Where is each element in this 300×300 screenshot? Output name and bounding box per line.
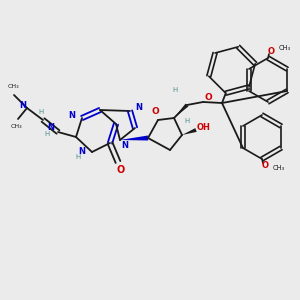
Text: CH₃: CH₃ (273, 165, 285, 171)
Text: CH₃: CH₃ (279, 45, 291, 51)
Text: O: O (117, 165, 125, 175)
Text: H: H (75, 154, 81, 160)
Text: H: H (172, 87, 178, 93)
Text: H: H (184, 118, 190, 124)
Text: O: O (204, 92, 212, 101)
Text: O: O (268, 46, 274, 56)
Text: H: H (38, 109, 43, 115)
Polygon shape (182, 128, 197, 135)
Text: H: H (44, 131, 50, 137)
Text: OH: OH (197, 122, 211, 131)
Text: N: N (136, 103, 142, 112)
Polygon shape (120, 136, 148, 140)
Text: O: O (151, 107, 159, 116)
Polygon shape (174, 103, 188, 118)
Text: N: N (122, 142, 128, 151)
Text: N: N (20, 100, 26, 109)
Text: N: N (47, 124, 55, 133)
Text: O: O (262, 160, 268, 169)
Text: N: N (68, 110, 76, 119)
Text: N: N (79, 148, 86, 157)
Text: CH₃: CH₃ (7, 85, 19, 89)
Text: CH₃: CH₃ (10, 124, 22, 128)
